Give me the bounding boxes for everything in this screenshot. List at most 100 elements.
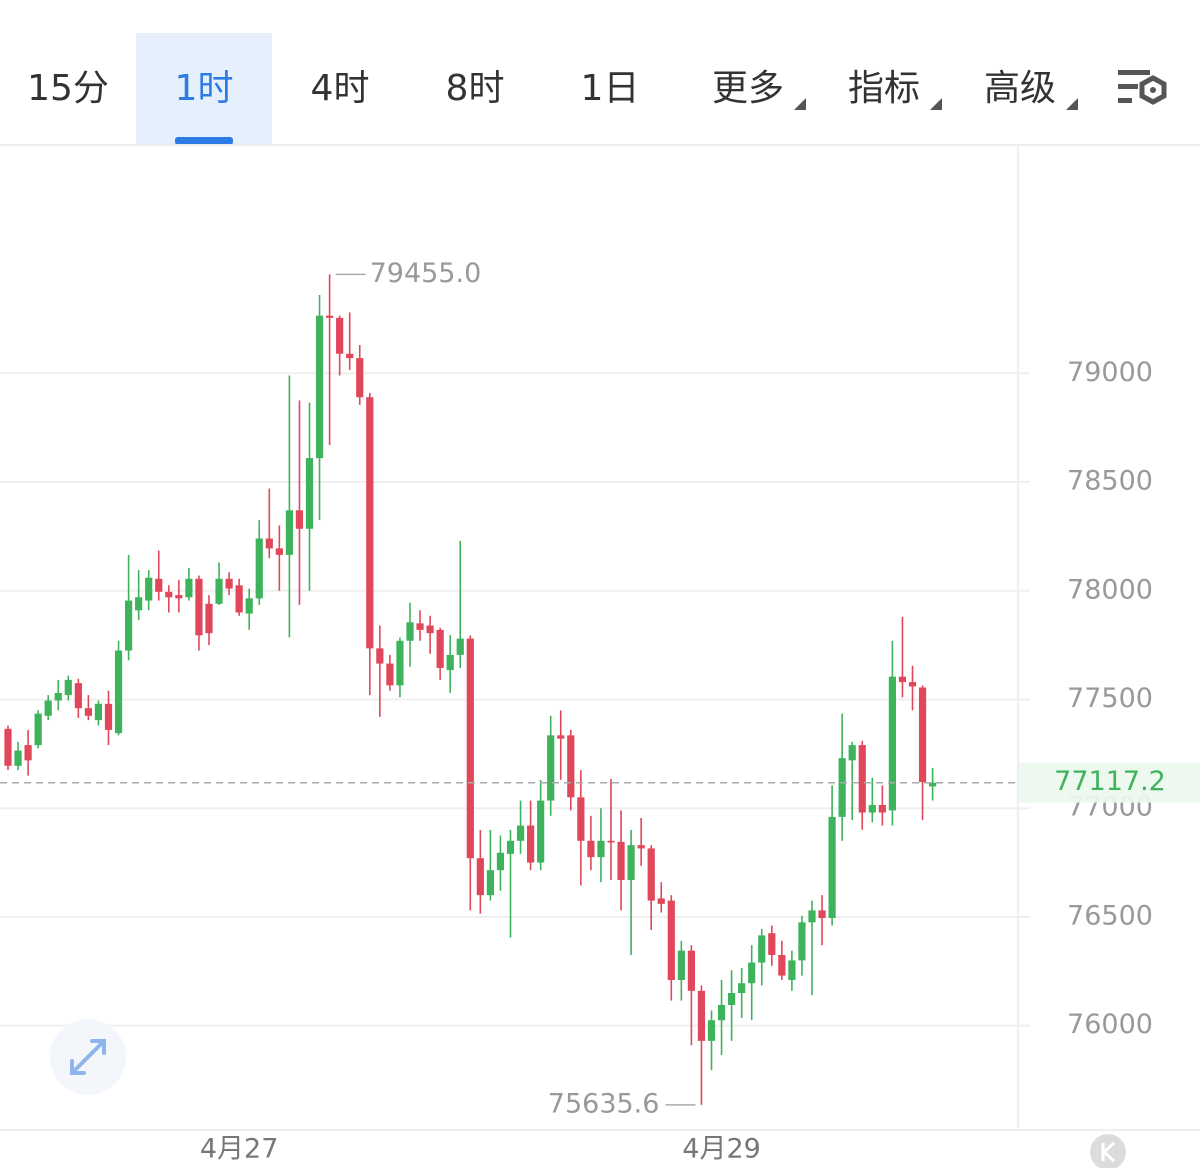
candle-body	[295, 510, 304, 529]
candle-body	[808, 910, 816, 923]
candle-body	[195, 578, 203, 636]
candle-body	[215, 578, 223, 604]
candle-body	[436, 629, 444, 668]
settings-icon[interactable]	[1118, 70, 1167, 105]
dropdown-caret	[794, 98, 806, 110]
tab[interactable]: 更多	[712, 68, 806, 110]
y-tick-label: 76500	[1067, 900, 1153, 931]
candle-body	[768, 933, 776, 955]
candle-body	[94, 703, 103, 721]
candle-body	[918, 687, 927, 783]
tab[interactable]: 1日	[581, 68, 640, 109]
tab-label: 指标	[848, 68, 920, 109]
candle-body	[336, 317, 344, 354]
dropdown-caret	[930, 98, 942, 110]
candle-body	[587, 840, 595, 858]
last-price-label: 77117.2	[1054, 766, 1166, 797]
candle-body	[165, 591, 173, 598]
candle-body	[255, 538, 263, 599]
k-button[interactable]	[1090, 1134, 1126, 1168]
tab-highlight	[136, 33, 272, 145]
candle-body	[54, 692, 62, 701]
candle-body	[386, 663, 394, 686]
candle-body	[366, 397, 374, 649]
tab[interactable]: 指标	[848, 68, 942, 110]
tab-label: 更多	[712, 68, 784, 109]
candle-body	[858, 745, 866, 813]
y-tick-label: 78000	[1067, 574, 1153, 605]
candle-body	[798, 922, 806, 961]
candle-body	[466, 638, 474, 859]
y-tick-label: 79000	[1067, 357, 1153, 388]
candle-body	[828, 816, 836, 918]
candle-body	[285, 510, 293, 555]
tab-label: 4时	[311, 68, 370, 109]
candle-body	[205, 603, 213, 634]
candle-body	[677, 950, 685, 980]
candle-body	[265, 538, 273, 549]
candle-body	[476, 858, 484, 896]
expand-icon	[70, 1039, 106, 1075]
candle-body	[697, 990, 706, 1041]
icon-bar	[1118, 84, 1138, 89]
candle-body	[778, 954, 786, 976]
candle-body	[356, 358, 364, 398]
candle-body	[506, 840, 515, 854]
annotation-label: 75635.6	[548, 1088, 660, 1119]
tab[interactable]: 高级	[984, 68, 1078, 110]
candle-body	[74, 683, 82, 709]
candle-body	[627, 845, 635, 880]
candle-body	[527, 825, 535, 863]
candle-body	[607, 840, 615, 843]
candle-body	[687, 950, 695, 991]
candle-body	[346, 353, 354, 359]
candle-body	[245, 598, 253, 614]
dropdown-caret	[1066, 98, 1078, 110]
candle-body	[326, 315, 334, 318]
icon-dot	[1150, 87, 1156, 93]
candle-body	[416, 623, 424, 630]
candle-body	[667, 900, 675, 980]
candle-body	[758, 935, 766, 963]
last-price-bg	[1019, 762, 1200, 803]
candle-body	[104, 703, 113, 730]
candle-body	[788, 960, 796, 980]
candle-body	[637, 845, 645, 849]
candle-body	[547, 735, 555, 801]
x-tick-label: 4月29	[682, 1134, 761, 1165]
tab-label: 1时	[175, 68, 234, 109]
candle-body	[888, 676, 896, 811]
y-tick-label: 77500	[1067, 683, 1153, 714]
tab[interactable]: 8时	[446, 68, 505, 109]
candle-body	[145, 577, 153, 601]
candle-body	[717, 1004, 726, 1021]
candle-body	[275, 548, 283, 555]
candle-body	[396, 640, 404, 686]
tab-label: 15分	[27, 68, 109, 109]
candle-body	[235, 585, 243, 613]
candle-body	[738, 983, 746, 994]
candle-body	[577, 797, 585, 841]
candle-body	[486, 870, 494, 896]
candle-body	[376, 648, 384, 664]
candle-body	[567, 735, 575, 798]
tab[interactable]: 4时	[311, 68, 370, 109]
candle-body	[537, 800, 545, 863]
candle-body	[125, 600, 133, 651]
candle-body	[818, 910, 826, 918]
candle-body	[315, 315, 324, 459]
tab[interactable]: 1时	[136, 33, 272, 145]
candle-body	[24, 745, 32, 761]
candle-body	[185, 578, 193, 598]
tab[interactable]: 15分	[27, 68, 109, 109]
y-tick-label: 76000	[1067, 1009, 1153, 1040]
candle-body	[707, 1020, 716, 1041]
tab-bar: 15分 1时 4时 8时 1日 更多 指标 高级	[27, 33, 1078, 145]
candle-body	[84, 708, 92, 716]
expand-button[interactable]	[50, 1019, 126, 1095]
candle-body	[406, 622, 414, 641]
button-bg	[1090, 1134, 1126, 1168]
candle-body	[155, 578, 163, 592]
candle-body	[426, 625, 434, 634]
